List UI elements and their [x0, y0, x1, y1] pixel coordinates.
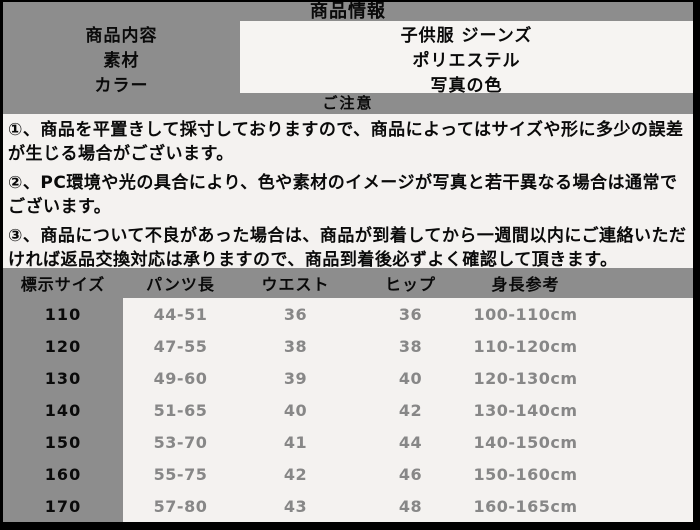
notice-item-3: ③、商品について不良があった場合は、商品が到着してから一週間以内にご連絡いただけ… — [8, 226, 687, 268]
value-color: 写真の色 — [430, 76, 503, 96]
height-ref-cell: 150-160cm — [473, 464, 578, 484]
pants-length-cell: 47-55 — [153, 336, 208, 356]
height-ref-cell: 160-165cm — [473, 496, 578, 516]
column-header-size: 標示サイズ — [20, 275, 106, 294]
hip-cell: 44 — [398, 432, 423, 452]
notice-item-1: ①、商品を平置きして採寸しておりますので、商品によってはサイズや形に多少の誤差が… — [8, 120, 684, 164]
size-cell: 110 — [44, 304, 82, 324]
content-frame: 商品情報 商品内容 素材 カラー 子供服 ジーンズ ポリエステル 写真の色 ご注… — [3, 2, 693, 522]
height-ref-cell: 100-110cm — [473, 304, 578, 324]
height-ref-cell: 110-120cm — [473, 336, 578, 356]
size-cell: 170 — [44, 496, 82, 516]
size-chart-body: 110 44-51 36 36 100-110cm 120 47-55 38 3… — [3, 298, 693, 522]
label-material: 素材 — [103, 51, 140, 71]
notice-paragraphs: ①、商品を平置きして採寸しておりますので、商品によってはサイズや形に多少の誤差が… — [3, 114, 693, 268]
column-header-waist: ウエスト — [261, 275, 330, 294]
height-ref-cell: 120-130cm — [473, 368, 578, 388]
value-material: ポリエステル — [412, 51, 521, 71]
waist-cell: 41 — [283, 432, 308, 452]
size-cell: 140 — [44, 400, 82, 420]
waist-cell: 39 — [283, 368, 308, 388]
pants-length-cell: 57-80 — [153, 496, 208, 516]
notice-title-bar: ご注意 — [3, 93, 693, 114]
waist-cell: 38 — [283, 336, 308, 356]
hip-cell: 38 — [398, 336, 423, 356]
product-info-section: 商品情報 商品内容 素材 カラー 子供服 ジーンズ ポリエステル 写真の色 — [3, 2, 693, 96]
size-chart-header-row: 標示サイズ パンツ長 ウエスト ヒップ 身長参考 — [3, 268, 693, 298]
hip-cell: 40 — [398, 368, 423, 388]
label-color: カラー — [94, 76, 149, 96]
table-row: 120 47-55 38 38 110-120cm — [3, 330, 693, 362]
table-row: 150 53-70 41 44 140-150cm — [3, 426, 693, 458]
waist-cell: 40 — [283, 400, 308, 420]
size-chart-header: 標示サイズ パンツ長 ウエスト ヒップ 身長参考 — [3, 268, 693, 298]
table-row: 140 51-65 40 42 130-140cm — [3, 394, 693, 426]
height-ref-cell: 130-140cm — [473, 400, 578, 420]
column-header-pants-length: パンツ長 — [146, 275, 215, 294]
product-info-labels: 商品内容 素材 カラー — [3, 21, 240, 96]
waist-cell: 42 — [283, 464, 308, 484]
hip-cell: 42 — [398, 400, 423, 420]
size-cell: 120 — [44, 336, 82, 356]
pants-length-cell: 49-60 — [153, 368, 208, 388]
waist-cell: 36 — [283, 304, 308, 324]
hip-cell: 36 — [398, 304, 423, 324]
size-cell: 150 — [44, 432, 82, 452]
pants-length-cell: 55-75 — [153, 464, 208, 484]
pants-length-cell: 53-70 — [153, 432, 208, 452]
label-product-content: 商品内容 — [85, 26, 158, 46]
notice-item-2: ②、PC環境や光の具合により、色や素材のイメージが写真と若干異なる場合は通常でご… — [8, 173, 678, 217]
pants-length-cell: 51-65 — [153, 400, 208, 420]
hip-cell: 48 — [398, 496, 423, 516]
pants-length-cell: 44-51 — [153, 304, 208, 324]
size-cell: 160 — [44, 464, 82, 484]
waist-cell: 43 — [283, 496, 308, 516]
table-row: 130 49-60 39 40 120-130cm — [3, 362, 693, 394]
table-row: 170 57-80 43 48 160-165cm — [3, 490, 693, 522]
value-product-content: 子供服 ジーンズ — [400, 26, 533, 46]
product-info-title: 商品情報 — [310, 2, 386, 22]
product-info-values-box: 子供服 ジーンズ ポリエステル 写真の色 — [240, 21, 693, 96]
table-row: 160 55-75 42 46 150-160cm — [3, 458, 693, 490]
column-header-height-ref: 身長参考 — [491, 275, 560, 294]
table-row: 110 44-51 36 36 100-110cm — [3, 298, 693, 330]
height-ref-cell: 140-150cm — [473, 432, 578, 452]
column-header-hip: ヒップ — [384, 275, 436, 294]
hip-cell: 46 — [398, 464, 423, 484]
product-info-body: 商品内容 素材 カラー 子供服 ジーンズ ポリエステル 写真の色 — [3, 21, 693, 96]
size-cell: 130 — [44, 368, 82, 388]
